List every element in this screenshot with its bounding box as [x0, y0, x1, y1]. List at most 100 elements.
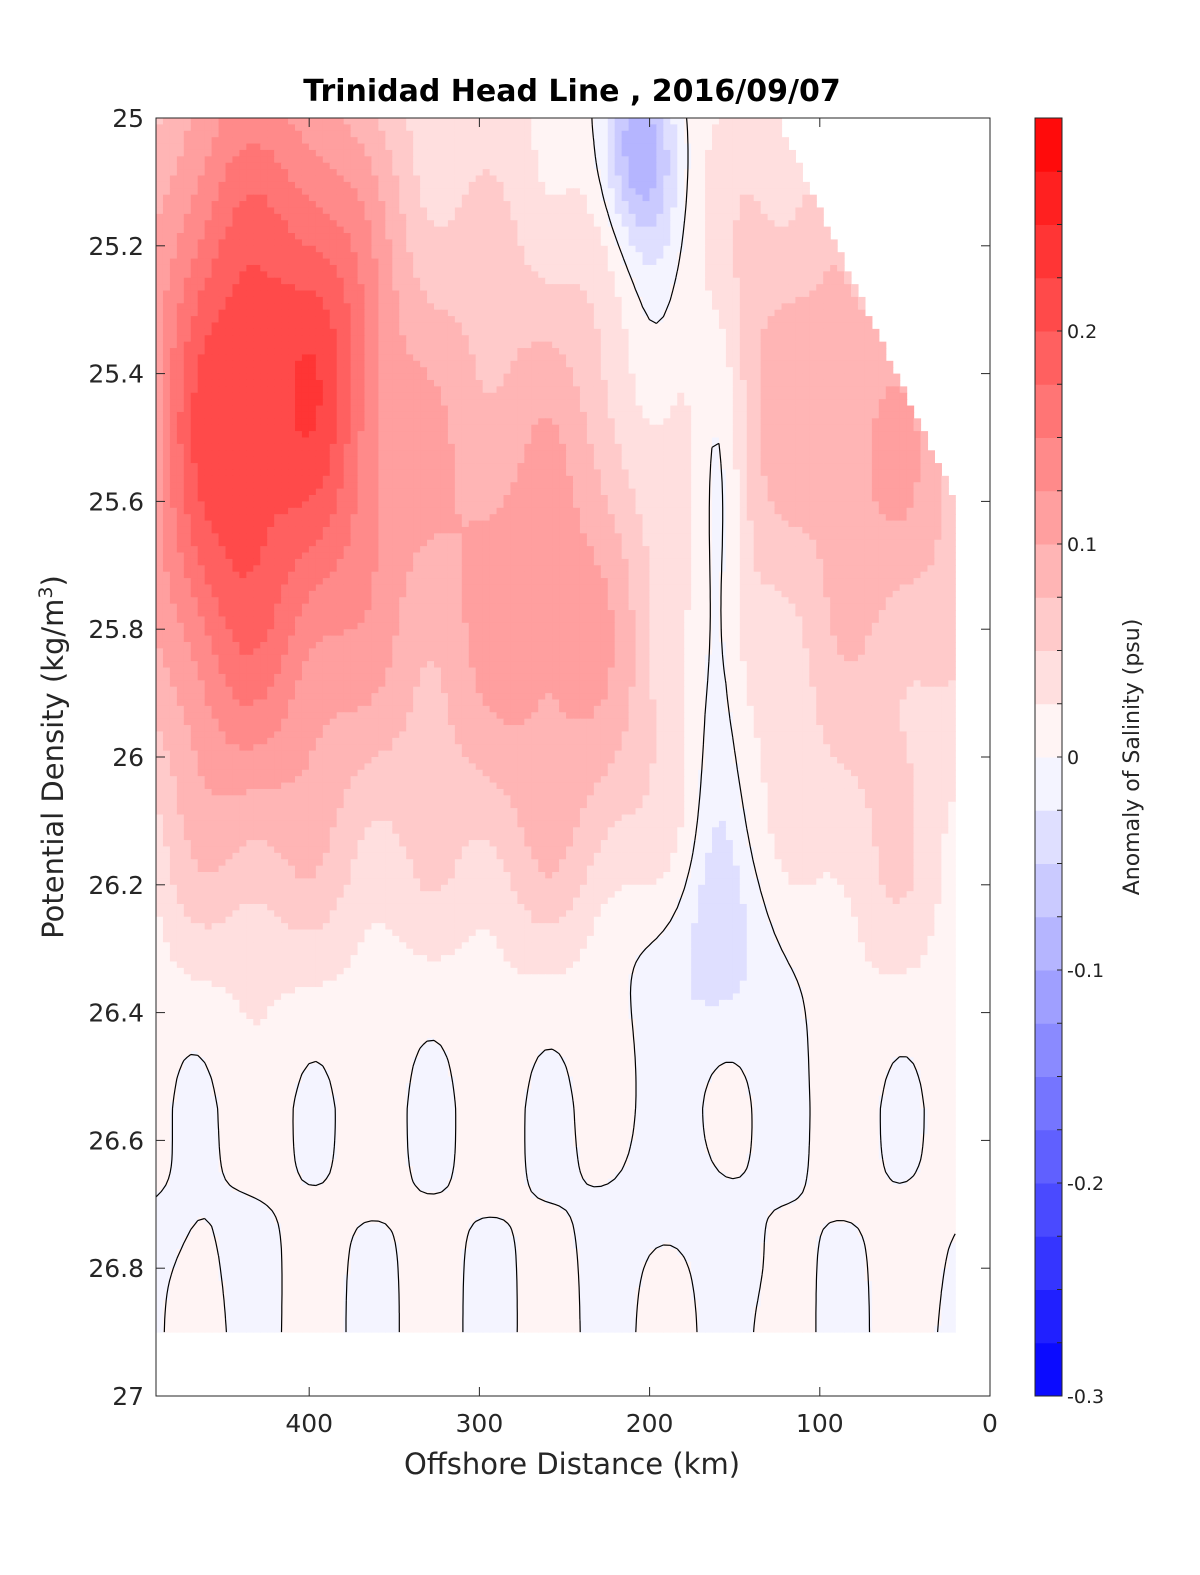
anomaly-cell [357, 258, 366, 266]
anomaly-cell [315, 213, 324, 221]
anomaly-cell [218, 392, 227, 400]
anomaly-cell [176, 137, 185, 145]
anomaly-cell [600, 309, 609, 317]
anomaly-cell [183, 322, 192, 330]
anomaly-cell [336, 296, 345, 304]
anomaly-cell [642, 392, 651, 400]
anomaly-cell [705, 143, 713, 151]
anomaly-cell [295, 258, 303, 266]
anomaly-cell [586, 348, 595, 356]
anomaly-cell [232, 149, 240, 157]
anomaly-cell [670, 162, 678, 170]
anomaly-cell [809, 405, 817, 413]
anomaly-cell [475, 245, 484, 253]
anomaly-cell [531, 264, 539, 272]
anomaly-cell [510, 124, 518, 132]
anomaly-cell [566, 118, 574, 125]
anomaly-cell [156, 405, 164, 413]
anomaly-cell [586, 252, 595, 260]
anomaly-cell [649, 162, 657, 170]
anomaly-cell [864, 341, 873, 349]
anomaly-cell [461, 418, 470, 426]
anomaly-cell [329, 348, 338, 356]
anomaly-cell [315, 303, 324, 311]
anomaly-cell [517, 156, 525, 164]
anomaly-cell [406, 335, 414, 343]
anomaly-cell [857, 431, 866, 439]
anomaly-cell [830, 341, 838, 349]
anomaly-cell [468, 424, 477, 432]
anomaly-cell [204, 367, 213, 375]
anomaly-cell [545, 233, 553, 241]
anomaly-cell [162, 367, 171, 375]
anomaly-cell [712, 149, 720, 157]
anomaly-cell [795, 348, 803, 356]
chart-title: Trinidad Head Line , 2016/09/07 [303, 74, 840, 109]
anomaly-cell [364, 277, 373, 285]
anomaly-cell [156, 431, 164, 439]
anomaly-cell [461, 348, 470, 356]
anomaly-cell [246, 271, 254, 279]
anomaly-cell [795, 277, 803, 285]
anomaly-cell [232, 226, 240, 234]
anomaly-cell [288, 328, 296, 336]
anomaly-cell [642, 271, 651, 279]
anomaly-cell [468, 264, 477, 272]
anomaly-cell [524, 233, 532, 241]
anomaly-cell [260, 213, 268, 221]
anomaly-cell [427, 316, 435, 324]
anomaly-cell [211, 118, 220, 125]
anomaly-cell [802, 258, 810, 266]
anomaly-cell [642, 213, 651, 221]
anomaly-cell [176, 118, 185, 125]
anomaly-cell [684, 431, 692, 439]
anomaly-cell [614, 386, 623, 394]
anomaly-cell [211, 220, 220, 228]
anomaly-cell [475, 328, 484, 336]
anomaly-cell [767, 175, 776, 183]
anomaly-cell [552, 431, 560, 439]
anomaly-cell [427, 226, 435, 234]
anomaly-cell [579, 303, 588, 311]
anomaly-cell [274, 328, 282, 336]
anomaly-cell [301, 137, 310, 145]
anomaly-cell [239, 277, 247, 285]
anomaly-cell [593, 258, 602, 266]
anomaly-cell [781, 169, 790, 177]
anomaly-cell [830, 386, 838, 394]
anomaly-cell [336, 322, 345, 330]
anomaly-cell [308, 296, 317, 304]
anomaly-cell [392, 296, 400, 304]
anomaly-cell [844, 399, 852, 407]
anomaly-cell [767, 405, 776, 413]
anomaly-cell [656, 239, 664, 247]
anomaly-cell [274, 303, 282, 311]
anomaly-cell [406, 226, 414, 234]
anomaly-cell [496, 418, 505, 426]
anomaly-cell [322, 156, 331, 164]
anomaly-cell [475, 149, 484, 157]
anomaly-cell [482, 284, 491, 292]
anomaly-cell [712, 226, 720, 234]
anomaly-cell [246, 405, 254, 413]
anomaly-cell [538, 169, 546, 177]
anomaly-cell [823, 399, 831, 407]
anomaly-cell [698, 124, 706, 132]
anomaly-cell [482, 431, 491, 439]
anomaly-cell [281, 303, 289, 311]
anomaly-cell [545, 188, 553, 196]
anomaly-cell [176, 341, 185, 349]
anomaly-cell [162, 226, 171, 234]
anomaly-cell [357, 373, 366, 381]
anomaly-cell [468, 258, 477, 266]
anomaly-cell [552, 316, 560, 324]
anomaly-cell [308, 373, 317, 381]
anomaly-cell [586, 162, 595, 170]
anomaly-cell [399, 373, 407, 381]
anomaly-cell [823, 264, 831, 272]
anomaly-cell [336, 341, 345, 349]
anomaly-cell [579, 431, 588, 439]
anomaly-cell [774, 264, 783, 272]
anomaly-cell [489, 379, 498, 387]
anomaly-cell [718, 405, 727, 413]
